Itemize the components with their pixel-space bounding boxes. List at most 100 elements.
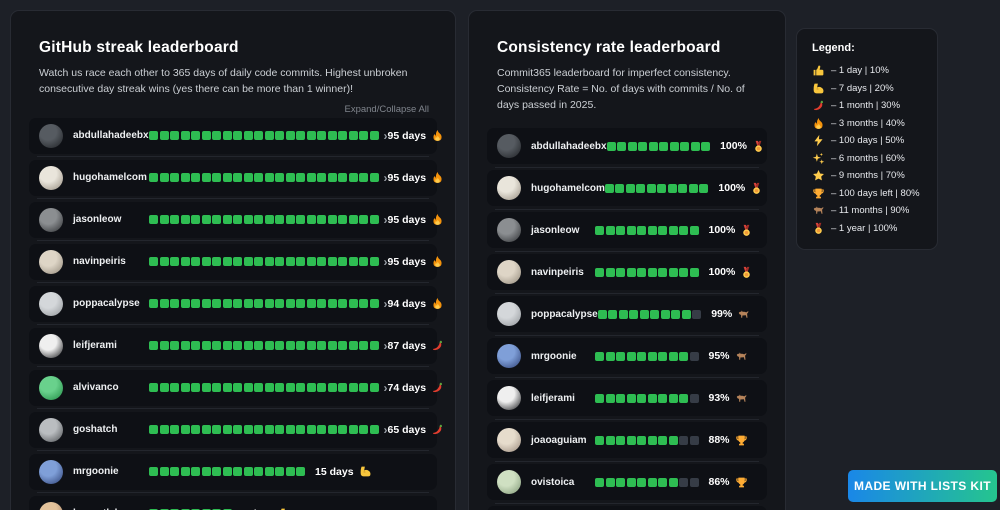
consistency-row[interactable]: ovistoica 86% [487, 464, 767, 501]
consistency-rate-value: 100% [708, 266, 736, 279]
expand-chevron-icon[interactable]: › [383, 254, 388, 269]
expand-chevron-icon[interactable]: › [383, 128, 388, 143]
streak-row[interactable]: alvivanco › 74 days [29, 369, 442, 406]
username: goshatch [73, 424, 118, 435]
streak-row[interactable]: goshatch › 65 days [29, 411, 442, 448]
commit-square-filled [626, 393, 636, 403]
commit-square-filled [264, 173, 274, 182]
commit-square-filled [212, 425, 221, 434]
streak-row[interactable]: navinpeiris › 95 days [29, 243, 442, 280]
expand-chevron-icon[interactable]: › [383, 212, 388, 227]
streak-row[interactable]: poppacalypse › 94 days [29, 285, 442, 322]
legend-item-label: – 1 day | 10% [831, 65, 889, 77]
streak-row[interactable]: jasonleow › 95 days [29, 201, 442, 238]
commit-square-filled [159, 299, 169, 308]
commit-square-filled [170, 341, 179, 350]
expand-chevron-icon[interactable]: › [383, 296, 388, 311]
consistency-row[interactable]: abdullahadeebx 100% [487, 128, 767, 165]
commit-square-filled [222, 383, 232, 392]
consistency-row[interactable]: joaoaguiam 88% [487, 422, 767, 459]
commit-square-filled [212, 299, 221, 308]
expand-collapse-all-link[interactable]: Expand/Collapse All [344, 103, 430, 115]
goat-icon [812, 204, 825, 217]
commit-square-filled [327, 257, 337, 266]
commit-square-filled [616, 435, 625, 445]
commit-square-filled [159, 425, 169, 434]
commit-square-filled [180, 131, 190, 140]
streak-days-value: 95 days [387, 255, 427, 268]
commit-square-filled [306, 215, 316, 224]
commit-square-filled [201, 257, 211, 266]
commit-square-filled [639, 309, 649, 319]
consistency-rate-label: 86% [709, 476, 748, 489]
fire-icon [431, 297, 444, 310]
commit-square-filled [658, 267, 667, 277]
commit-square-filled [317, 299, 326, 308]
streak-row[interactable]: abdullahadeebx › 95 days [29, 117, 442, 154]
commit-square-filled [275, 257, 284, 266]
commit-square-empty [689, 393, 699, 403]
consistency-row[interactable]: laurentlahmy83% [487, 506, 767, 510]
commit-square-filled [306, 425, 316, 434]
trophy-icon [735, 476, 748, 489]
avatar [497, 260, 521, 285]
consistency-row[interactable]: mrgoonie 95% [487, 338, 767, 375]
streak-days-value: 15 days [315, 465, 354, 478]
commit-square-filled [180, 383, 190, 392]
consistency-row[interactable]: jasonleow 100% [487, 212, 767, 249]
consistency-rate-label: 100% [720, 140, 765, 153]
consistency-row[interactable]: navinpeiris 100% [487, 254, 767, 291]
commit-square-filled [233, 425, 242, 434]
consistency-row[interactable]: leifjerami 93% [487, 380, 767, 417]
streak-row[interactable]: laurentlahmy 8 days [29, 495, 437, 510]
expand-chevron-icon[interactable]: › [383, 380, 388, 395]
streak-days-value: 94 days [387, 297, 427, 310]
commit-square-filled [191, 215, 200, 224]
commit-square-filled [159, 173, 169, 182]
avatar [497, 302, 521, 327]
expand-chevron-icon[interactable]: › [383, 338, 388, 353]
legend-item: – 11 months | 90% [812, 202, 922, 220]
consistency-row[interactable]: hugohamelcom 100% [487, 170, 767, 207]
avatar [497, 218, 521, 243]
streak-row[interactable]: hugohamelcom › 95 days [29, 159, 442, 196]
commit-square-filled [254, 467, 263, 476]
commit-square-filled [595, 267, 604, 277]
commit-square-filled [264, 425, 274, 434]
commit-square-filled [658, 477, 667, 487]
avatar [39, 375, 63, 400]
commit-square-filled [359, 257, 368, 266]
commit-square-filled [616, 393, 625, 403]
commit-square-filled [327, 299, 337, 308]
expand-chevron-icon[interactable]: › [383, 422, 388, 437]
commit-square-filled [159, 131, 169, 140]
username: poppacalypse [73, 298, 140, 309]
commit-square-filled [159, 467, 169, 476]
legend-item: – 6 months | 60% [812, 150, 922, 168]
consistency-row[interactable]: poppacalypse 99% [487, 296, 767, 333]
commit-square-filled [201, 467, 211, 476]
commit-square-filled [306, 383, 316, 392]
expand-chevron-icon[interactable]: › [383, 170, 388, 185]
streak-row[interactable]: leifjerami › 87 days [29, 327, 442, 364]
row-separator [495, 208, 759, 210]
commit-square-filled [699, 183, 709, 193]
consistency-rate-value: 88% [708, 434, 730, 447]
commit-square-filled [689, 267, 699, 277]
commit-square-filled [359, 215, 368, 224]
row-separator [37, 240, 429, 241]
streak-row[interactable]: mrgoonie 15 days [29, 453, 437, 490]
commit-square-filled [296, 257, 305, 266]
streak-days-value: 95 days [387, 129, 427, 142]
commit-square-filled [306, 173, 316, 182]
commit-square-filled [170, 257, 179, 266]
commit-square-filled [201, 299, 211, 308]
username: laurentlahmy [73, 508, 149, 510]
username: navinpeiris [73, 256, 126, 267]
commit-square-filled [327, 341, 337, 350]
commit-square-filled [275, 383, 284, 392]
commit-square-filled [669, 141, 679, 151]
avatar [39, 333, 63, 358]
username: abdullahadeebx [531, 140, 607, 152]
made-with-lists-kit-button[interactable]: MADE WITH LISTS KIT [848, 470, 997, 502]
